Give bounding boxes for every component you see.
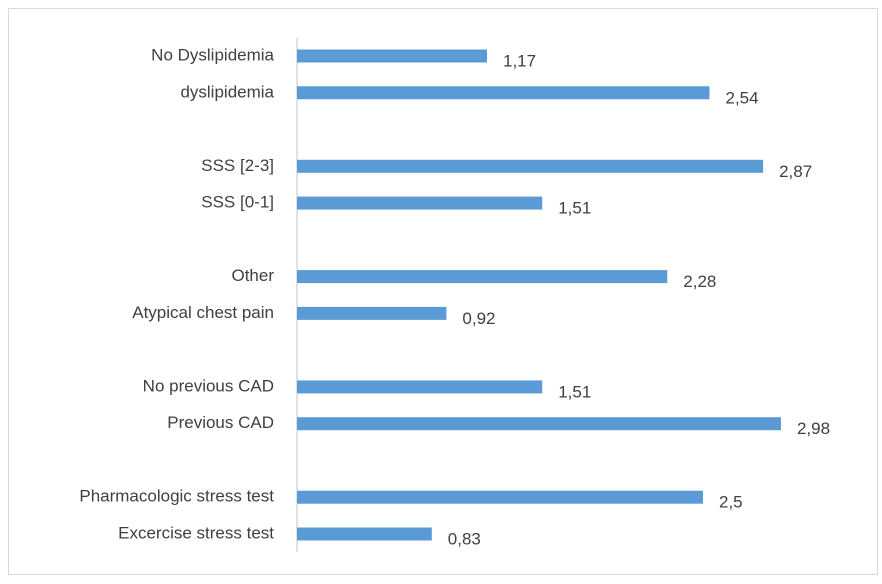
- y-tick-label: SSS [2-3]: [201, 156, 274, 175]
- value-label: 2,87: [779, 162, 812, 181]
- bar: [297, 527, 432, 541]
- y-tick-label: No Dyslipidemia: [151, 45, 274, 64]
- bar: [297, 380, 543, 394]
- bar: [297, 159, 764, 173]
- y-tick-label: Excercise stress test: [118, 523, 274, 542]
- bar: [297, 49, 488, 63]
- value-label: 0,92: [462, 309, 495, 328]
- value-label: 2,54: [725, 88, 758, 107]
- bar: [297, 270, 668, 284]
- y-tick-label: No previous CAD: [143, 376, 274, 395]
- bar: [297, 306, 447, 320]
- value-label: 2,5: [719, 493, 743, 512]
- bar: [297, 417, 781, 431]
- value-label: 1,51: [558, 199, 591, 218]
- chart-border: [8, 8, 878, 575]
- value-label: 1,17: [503, 51, 536, 70]
- y-tick-label: SSS [0-1]: [201, 193, 274, 212]
- bar: [297, 490, 703, 504]
- bar: [297, 196, 543, 210]
- value-label: 0,83: [448, 529, 481, 548]
- y-tick-label: dyslipidemia: [180, 82, 274, 101]
- value-label: 1,51: [558, 382, 591, 401]
- y-tick-label: Pharmacologic stress test: [79, 487, 274, 506]
- value-label: 2,98: [797, 419, 830, 438]
- y-tick-label: Previous CAD: [167, 413, 274, 432]
- value-label: 2,28: [683, 272, 716, 291]
- y-tick-label: Atypical chest pain: [132, 303, 274, 322]
- bar: [297, 86, 710, 100]
- y-tick-label: Other: [231, 266, 274, 285]
